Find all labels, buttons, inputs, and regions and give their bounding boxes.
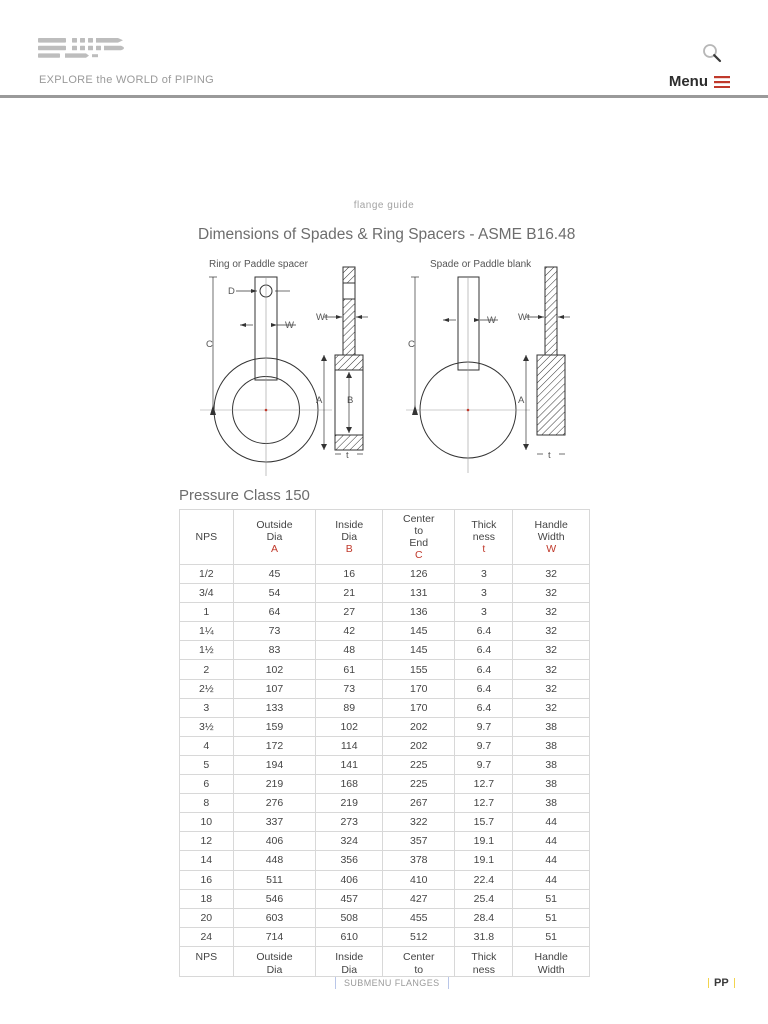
svg-text:t: t bbox=[346, 450, 349, 461]
svg-text:t: t bbox=[548, 450, 551, 461]
svg-text:A: A bbox=[518, 395, 525, 406]
svg-text:Ring or Paddle spacer: Ring or Paddle spacer bbox=[209, 259, 309, 270]
svg-text:C: C bbox=[206, 339, 213, 350]
svg-text:A: A bbox=[316, 395, 323, 406]
svg-text:W: W bbox=[285, 320, 294, 331]
svg-text:D: D bbox=[228, 286, 235, 297]
svg-text:C: C bbox=[408, 339, 415, 350]
svg-text:Wt: Wt bbox=[518, 312, 530, 323]
svg-text:W: W bbox=[487, 315, 496, 326]
svg-text:B: B bbox=[347, 395, 353, 406]
svg-text:Wt: Wt bbox=[316, 312, 328, 323]
svg-text:Spade or Paddle blank: Spade or Paddle blank bbox=[430, 259, 532, 270]
